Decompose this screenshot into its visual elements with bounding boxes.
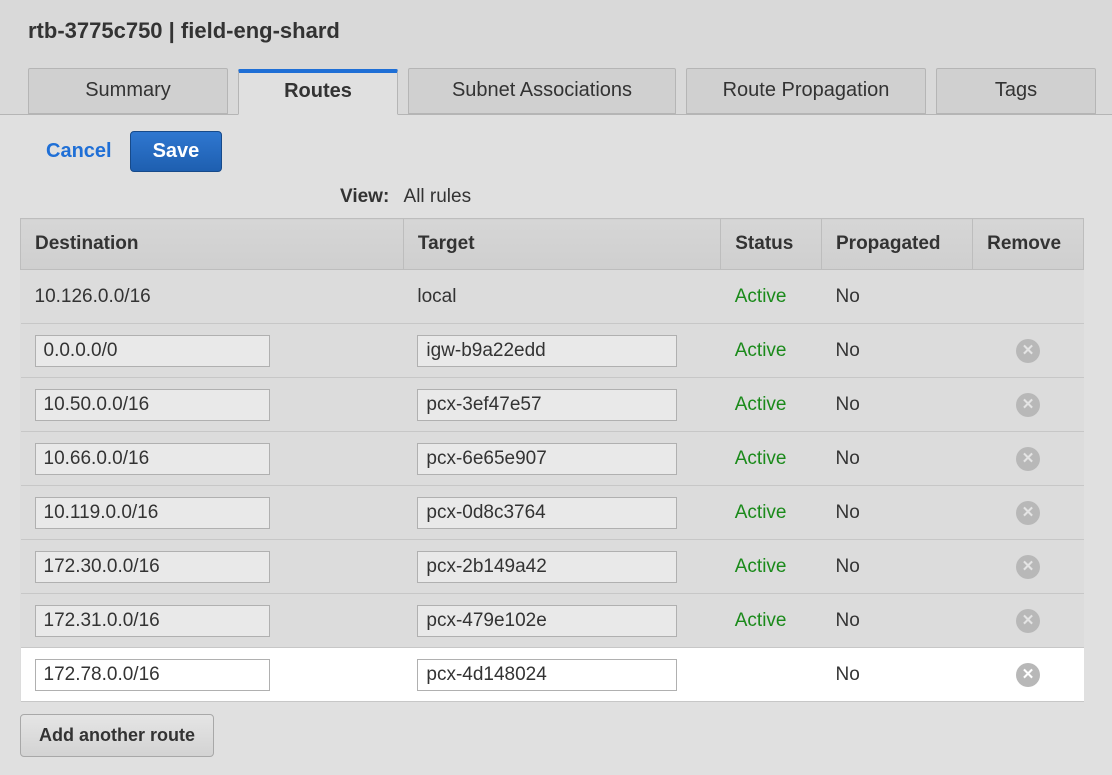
propagated-text: No xyxy=(822,324,973,378)
destination-input[interactable] xyxy=(35,497,270,529)
tab-tags[interactable]: Tags xyxy=(936,68,1096,115)
status-text: Active xyxy=(721,378,822,432)
propagated-text: No xyxy=(822,594,973,648)
target-input[interactable] xyxy=(417,497,677,529)
routes-table: Destination Target Status Propagated Rem… xyxy=(20,218,1084,702)
status-text: Active xyxy=(721,432,822,486)
status-text: Active xyxy=(721,486,822,540)
target-text: local xyxy=(403,270,720,324)
view-filter: View: All rules xyxy=(20,186,1084,218)
remove-icon[interactable]: ✕ xyxy=(1016,663,1040,687)
col-destination[interactable]: Destination xyxy=(21,219,404,270)
target-input[interactable] xyxy=(417,659,677,691)
tab-bar: Summary Routes Subnet Associations Route… xyxy=(0,54,1112,115)
view-value: All rules xyxy=(404,186,472,207)
remove-icon[interactable]: ✕ xyxy=(1016,447,1040,471)
status-text: Active xyxy=(721,270,822,324)
status-text xyxy=(721,648,822,702)
target-input[interactable] xyxy=(417,551,677,583)
col-propagated[interactable]: Propagated xyxy=(822,219,973,270)
page-title: rtb-3775c750 | field-eng-shard xyxy=(0,0,1112,54)
cancel-button[interactable]: Cancel xyxy=(46,140,112,163)
table-row: ActiveNo ✕ xyxy=(21,378,1084,432)
status-text: Active xyxy=(721,594,822,648)
target-input[interactable] xyxy=(417,335,677,367)
remove-icon[interactable]: ✕ xyxy=(1016,555,1040,579)
status-text: Active xyxy=(721,540,822,594)
table-row: ActiveNo ✕ xyxy=(21,540,1084,594)
col-status[interactable]: Status xyxy=(721,219,822,270)
col-target[interactable]: Target xyxy=(403,219,720,270)
table-row: ActiveNo ✕ xyxy=(21,486,1084,540)
remove-icon[interactable]: ✕ xyxy=(1016,339,1040,363)
destination-input[interactable] xyxy=(35,659,270,691)
save-button[interactable]: Save xyxy=(130,131,223,172)
col-remove: Remove xyxy=(973,219,1084,270)
tab-summary[interactable]: Summary xyxy=(28,68,228,115)
tab-routes[interactable]: Routes xyxy=(238,69,398,115)
propagated-text: No xyxy=(822,432,973,486)
table-row: ActiveNo ✕ xyxy=(21,432,1084,486)
add-another-route-button[interactable]: Add another route xyxy=(20,714,214,757)
tab-route-propagation[interactable]: Route Propagation xyxy=(686,68,926,115)
table-row: 10.126.0.0/16localActiveNo xyxy=(21,270,1084,324)
destination-input[interactable] xyxy=(35,389,270,421)
target-input[interactable] xyxy=(417,389,677,421)
propagated-text: No xyxy=(822,486,973,540)
destination-input[interactable] xyxy=(35,605,270,637)
remove-icon[interactable]: ✕ xyxy=(1016,393,1040,417)
propagated-text: No xyxy=(822,648,973,702)
view-label: View: xyxy=(340,186,389,207)
status-text: Active xyxy=(721,324,822,378)
action-row: Cancel Save xyxy=(20,129,1084,186)
propagated-text: No xyxy=(822,540,973,594)
routes-tab-body: Cancel Save View: All rules Destination … xyxy=(0,114,1112,775)
destination-input[interactable] xyxy=(35,335,270,367)
table-row: ActiveNo ✕ xyxy=(21,594,1084,648)
target-input[interactable] xyxy=(417,605,677,637)
remove-icon[interactable]: ✕ xyxy=(1016,609,1040,633)
destination-input[interactable] xyxy=(35,443,270,475)
table-row: ActiveNo ✕ xyxy=(21,324,1084,378)
propagated-text: No xyxy=(822,378,973,432)
target-input[interactable] xyxy=(417,443,677,475)
propagated-text: No xyxy=(822,270,973,324)
destination-input[interactable] xyxy=(35,551,270,583)
table-row: No ✕ xyxy=(21,648,1084,702)
destination-text: 10.126.0.0/16 xyxy=(21,270,404,324)
tab-subnet-associations[interactable]: Subnet Associations xyxy=(408,68,676,115)
remove-icon[interactable]: ✕ xyxy=(1016,501,1040,525)
route-table-panel: rtb-3775c750 | field-eng-shard Summary R… xyxy=(0,0,1112,775)
